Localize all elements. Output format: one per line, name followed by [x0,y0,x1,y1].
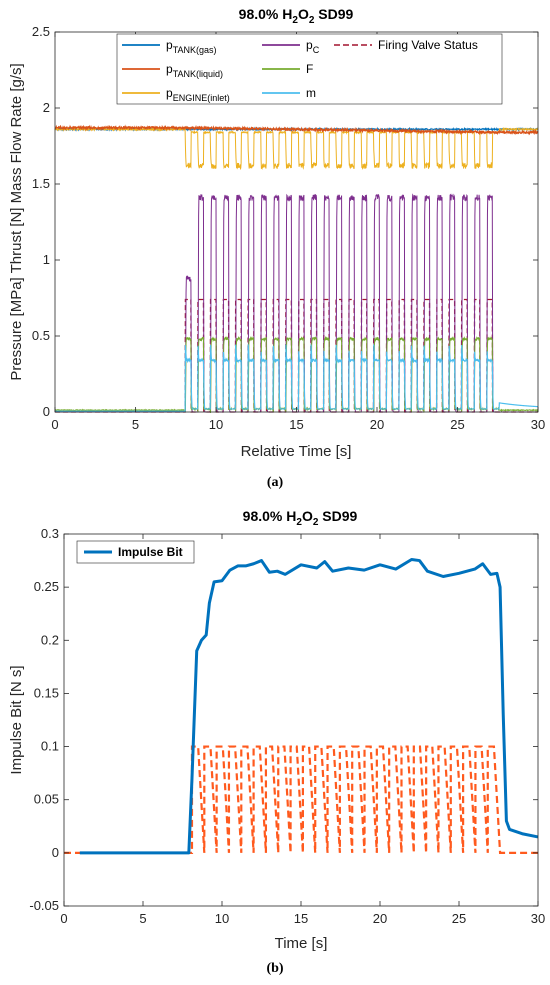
chart-b-x-tick-label: 10 [215,911,229,926]
series-p-tank-liquid [54,124,539,136]
chart-a-y-tick-label: 0 [43,404,50,419]
chart-b-y-tick-label: -0.05 [29,898,59,913]
chart-a-x-tick-label: 5 [132,417,139,432]
chart-a-legend-label: pENGINE(inlet) [166,86,230,103]
chart-a-legend-label: pTANK(liquid) [166,62,223,79]
chart-a-x-ticks: 0 5 10 15 20 25 30 [51,32,545,432]
chart-b-y-tick-label: 0.1 [41,739,59,754]
chart-a-x-tick-label: 10 [209,417,223,432]
chart-b-y-tick-label: 0.25 [34,579,59,594]
chart-a-y-tick-label: 2.5 [32,24,50,39]
chart-a-y-tick-label: 2 [43,100,50,115]
chart-b-y-ticks: -0.05 0 0.05 0.1 0.15 0.2 0.25 0.3 [29,526,538,913]
chart-b-caption: (b) [266,961,283,976]
chart-a-x-tick-label: 0 [51,417,58,432]
chart-a-y-tick-label: 0.5 [32,328,50,343]
chart-b-x-tick-label: 5 [139,911,146,926]
chart-b-y-axis-label: Impulse Bit [N s] [8,665,25,774]
chart-b-x-axis-label: Time [s] [275,935,328,952]
chart-b-x-tick-label: 25 [452,911,466,926]
chart-b-series-group [64,558,539,855]
chart-a-x-tick-label: 15 [289,417,303,432]
chart-a-x-tick-label: 20 [370,417,384,432]
chart-b-legend: Impulse Bit [76,540,195,564]
chart-a-legend-label: Firing Valve Status [378,38,478,52]
chart-a-legend-label: F [306,62,313,76]
chart-a-x-axis-label: Relative Time [s] [241,443,352,460]
chart-a-y-tick-label: 1 [43,252,50,267]
chart-a-y-ticks: 0 0.5 1 1.5 2 2.5 [32,24,538,419]
chart-b-y-tick-label: 0.2 [41,632,59,647]
chart-b: 98.0% H2O2 SD99 0 5 10 15 20 25 30 -0.0500.050… [8,508,545,976]
chart-b-x-tick-label: 20 [373,911,387,926]
chart-a-legend-box [116,33,503,105]
chart-a-y-axis-label: Pressure [MPa] Thrust [N] Mass Flow Rate… [8,63,25,380]
chart-a-title: 98.0% H2O2 SD99 [239,6,354,26]
chart-b-x-tick-label: 30 [531,911,545,926]
chart-a-legend-label: m [306,86,316,100]
series-pulse-ramps [64,745,538,854]
chart-b-plot-area [64,534,538,906]
chart-b-x-tick-label: 0 [60,911,67,926]
chart-b-x-ticks: 0 5 10 15 20 25 30 [60,534,545,926]
chart-b-y-tick-label: 0.15 [34,685,59,700]
chart-b-y-tick-label: 0.3 [41,526,59,541]
chart-a-y-tick-label: 1.5 [32,176,50,191]
chart-a-caption: (a) [267,475,284,490]
chart-a-legend-label: pTANK(gas) [166,38,217,55]
chart-a-legend: pTANK(gas) pTANK(liquid) pENGINE(inlet) pC F… [116,33,503,105]
chart-a: 98.0% H2O2 SD99 0 5 10 15 20 25 30 0 0.5 1 1.5 2 2.… [8,6,545,490]
chart-b-y-tick-label: 0 [52,845,59,860]
chart-b-x-tick-label: 15 [294,911,308,926]
chart-b-legend-box [76,540,195,564]
chart-a-legend-label: pC [306,38,320,55]
chart-b-y-tick-label: 0.05 [34,792,59,807]
chart-b-title: 98.0% H2O2 SD99 [243,508,358,528]
chart-a-x-tick-label: 25 [450,417,464,432]
series-impulse-bit [79,558,539,855]
chart-a-x-tick-label: 30 [531,417,545,432]
chart-b-legend-label-impulse-bit: Impulse Bit [118,545,183,559]
